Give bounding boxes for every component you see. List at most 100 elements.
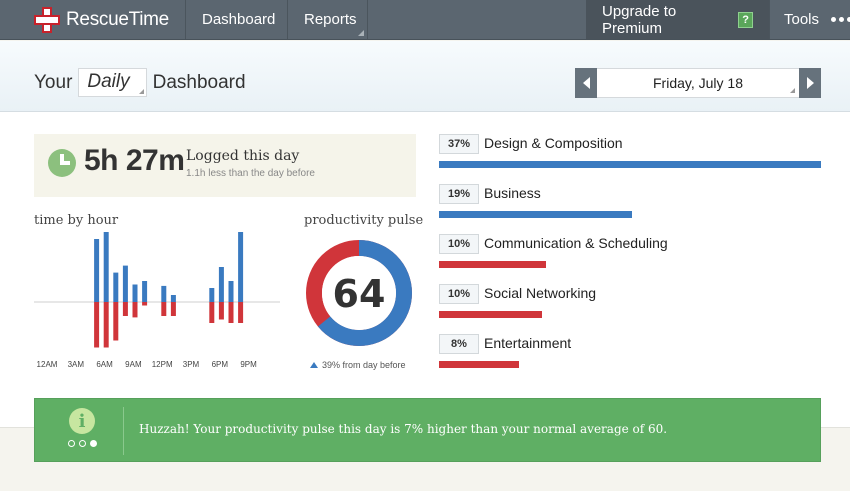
date-navigator: Friday, July 18: [575, 68, 821, 98]
title-dashboard: Dashboard: [152, 71, 246, 93]
distracting-hour-bar[interactable]: [142, 302, 148, 306]
hour-tick-label: 3AM: [68, 360, 85, 369]
productive-hour-bar[interactable]: [228, 281, 234, 302]
category-name: Social Networking: [484, 285, 597, 301]
category-bar: [439, 261, 546, 268]
category-bar: [439, 161, 821, 168]
productive-hour-bar[interactable]: [218, 267, 224, 302]
period-select[interactable]: Daily: [78, 68, 147, 97]
productive-hour-bar[interactable]: [209, 288, 215, 302]
banner-divider: [123, 407, 124, 455]
category-percent: 10%: [439, 284, 479, 304]
hour-tick-label: 6PM: [212, 360, 229, 369]
category-row[interactable]: 37% Design & Composition: [439, 134, 821, 176]
hour-tick-label: 9AM: [125, 360, 142, 369]
more-dots-icon: [831, 17, 850, 22]
distracting-hour-bar[interactable]: [209, 302, 215, 323]
dashboard-header: Your Daily Dashboard Friday, July 18: [0, 41, 850, 112]
productive-hour-bar[interactable]: [113, 272, 119, 302]
productive-hour-bar[interactable]: [122, 265, 128, 302]
productive-hour-bar[interactable]: [170, 295, 176, 302]
logged-time-summary: 5h 27m Logged this day 1.1h less than th…: [34, 134, 416, 197]
distracting-hour-bar[interactable]: [161, 302, 167, 316]
productive-hour-bar[interactable]: [103, 232, 109, 302]
distracting-hour-bar[interactable]: [228, 302, 234, 323]
hour-tick-label: 6AM: [96, 360, 113, 369]
distracting-hour-bar[interactable]: [103, 302, 109, 348]
pulse-productive-arc: [306, 240, 412, 346]
distracting-hour-bar[interactable]: [94, 302, 100, 348]
productive-hour-bar[interactable]: [161, 285, 167, 302]
logged-label: Logged this day: [186, 148, 300, 164]
banner-message: Huzzah! Your productivity pulse this day…: [139, 422, 668, 436]
category-percent: 10%: [439, 234, 479, 254]
pager-dot[interactable]: [68, 440, 75, 447]
arrow-left-icon: [582, 77, 590, 89]
category-name: Entertainment: [484, 335, 572, 351]
pulse-center: [322, 256, 396, 330]
distracting-hour-bar[interactable]: [122, 302, 128, 316]
pulse-change-text: 39% from day before: [322, 360, 406, 370]
insight-banner: i Huzzah! Your productivity pulse this d…: [34, 398, 821, 462]
dropdown-corner-icon: [358, 30, 364, 36]
distracting-hour-bar[interactable]: [238, 302, 244, 323]
pulse-score: 64: [333, 272, 386, 316]
distracting-hour-bar[interactable]: [132, 302, 138, 318]
category-row[interactable]: 10% Communication & Scheduling: [439, 234, 821, 276]
productive-hour-bar[interactable]: [142, 281, 148, 302]
date-value: Friday, July 18: [653, 75, 743, 91]
category-name: Communication & Scheduling: [484, 235, 668, 251]
category-bar: [439, 361, 520, 368]
distracting-hour-bar[interactable]: [113, 302, 119, 341]
tools-label: Tools: [784, 11, 820, 28]
productive-hour-bar[interactable]: [238, 232, 244, 302]
total-time: 5h 27m: [84, 144, 185, 177]
category-row[interactable]: 19% Business: [439, 184, 821, 226]
time-by-hour-title: time by hour: [34, 213, 119, 228]
brand-logo-link[interactable]: RescueTime: [0, 0, 186, 39]
nav-reports[interactable]: Reports: [288, 0, 368, 39]
productivity-pulse-donut: 64: [306, 240, 412, 346]
arrow-up-icon: [310, 362, 318, 368]
title-your: Your: [34, 71, 73, 93]
category-row[interactable]: 10% Social Networking: [439, 284, 821, 326]
next-day-button[interactable]: [799, 68, 821, 98]
hour-tick-label: 12PM: [152, 360, 173, 369]
date-picker[interactable]: Friday, July 18: [597, 68, 799, 98]
pulse-change: 39% from day before: [310, 360, 406, 370]
distracting-hour-bar[interactable]: [218, 302, 224, 320]
help-icon[interactable]: ?: [738, 11, 753, 28]
category-percent: 37%: [439, 134, 479, 154]
main-content: 5h 27m Logged this day 1.1h less than th…: [0, 112, 850, 428]
nav-dashboard[interactable]: Dashboard: [186, 0, 288, 39]
hour-tick-label: 12AM: [37, 360, 58, 369]
banner-pager: [68, 440, 97, 447]
hour-tick-label: 3PM: [183, 360, 200, 369]
top-nav: RescueTime Dashboard Reports Upgrade to …: [0, 0, 850, 40]
info-icon: i: [69, 408, 95, 434]
time-by-hour-chart: 12AM 3AM 6AM 9AM 12PM 3PM 6PM 9PM: [34, 232, 280, 369]
category-name: Design & Composition: [484, 135, 623, 151]
period-value: Daily: [87, 71, 130, 92]
pager-dot-active[interactable]: [90, 440, 97, 447]
hour-tick-label: 9PM: [240, 360, 257, 369]
clock-icon: [48, 149, 76, 177]
pager-dot[interactable]: [79, 440, 86, 447]
productivity-pulse-title: productivity pulse: [304, 213, 424, 228]
productive-hour-bar[interactable]: [132, 284, 138, 303]
category-percent: 8%: [439, 334, 479, 354]
category-row[interactable]: 8% Entertainment: [439, 334, 821, 376]
category-name: Business: [484, 185, 541, 201]
dropdown-corner-icon: [138, 89, 144, 94]
upgrade-premium-button[interactable]: Upgrade to Premium ?: [586, 0, 770, 39]
brand-name: RescueTime: [66, 8, 169, 30]
productive-hour-bar[interactable]: [94, 239, 100, 302]
nav-reports-label: Reports: [304, 11, 357, 28]
upgrade-label: Upgrade to Premium: [602, 2, 677, 37]
logged-comparison: 1.1h less than the day before: [186, 168, 315, 179]
previous-day-button[interactable]: [575, 68, 597, 98]
category-percent: 19%: [439, 184, 479, 204]
category-bar: [439, 211, 632, 218]
tools-menu[interactable]: Tools: [770, 0, 850, 39]
distracting-hour-bar[interactable]: [170, 302, 176, 316]
